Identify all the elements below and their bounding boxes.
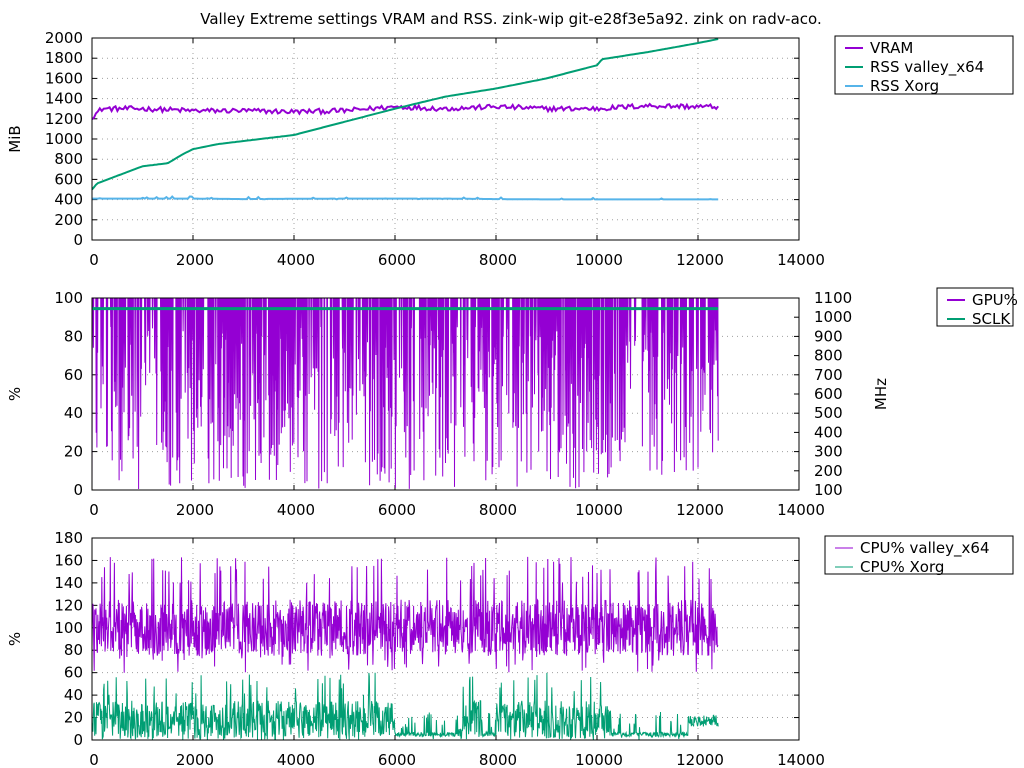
legend-label: GPU% <box>972 291 1018 309</box>
y-tick-label: 180 <box>54 529 83 547</box>
plot-area <box>92 298 719 490</box>
y2-tick-label: 300 <box>814 443 843 461</box>
x-tick-label: 2000 <box>176 251 214 269</box>
x-tick-label: 2000 <box>176 751 214 768</box>
plot-frame <box>91 37 800 241</box>
y-tick-label: 2000 <box>45 29 83 47</box>
y-tick-label: 20 <box>64 443 83 461</box>
y2-tick-label: 600 <box>814 385 843 403</box>
x-tick-label: 14000 <box>777 501 825 519</box>
legend-label: RSS valley_x64 <box>870 58 984 77</box>
chart-panel-3: 0 2000 4000 6000 8000 10000 12000 14000 0 20 40 60 8… <box>6 529 1014 768</box>
y-tick-label: 800 <box>54 150 83 168</box>
chart-title: Valley Extreme settings VRAM and RSS. zi… <box>200 10 821 28</box>
series-line-cpu-xorg <box>92 672 719 740</box>
y2-tick-label: 1100 <box>814 289 852 307</box>
y-tick-label: 1000 <box>45 130 83 148</box>
series-line-rss-xorg <box>92 195 719 201</box>
y-tick-label: 100 <box>54 619 83 637</box>
plot-frame <box>91 297 800 491</box>
y2-tick-label: 500 <box>814 404 843 422</box>
y-tick-label: 1400 <box>45 90 83 108</box>
plot-frame <box>91 537 800 741</box>
x-tick-label: 8000 <box>479 751 517 768</box>
y2-axis-label: MHz <box>872 378 890 410</box>
y2-tick-label: 800 <box>814 347 843 365</box>
y-tick-label: 40 <box>64 686 83 704</box>
x-tick-label: 0 <box>89 251 99 269</box>
legend-box <box>834 35 1014 95</box>
y2-tick-label: 900 <box>814 327 843 345</box>
x-tick-label: 4000 <box>277 251 315 269</box>
x-tick-label: 2000 <box>176 501 214 519</box>
y-tick-label: 400 <box>54 191 83 209</box>
legend-label: VRAM <box>870 39 913 57</box>
chart-panel-1: 0 2000 4000 6000 8000 10000 12000 14000 0 200 400 6… <box>6 29 1014 269</box>
y-tick-label: 40 <box>64 404 83 422</box>
y2-tick-label: 400 <box>814 423 843 441</box>
y-tick-label: 80 <box>64 327 83 345</box>
chart-panel-2: 0 2000 4000 6000 8000 10000 12000 14000 0 20 40 60 8… <box>6 287 1018 519</box>
y-tick-label: 200 <box>54 211 83 229</box>
x-tick-label: 0 <box>89 501 99 519</box>
y2-tick-label: 100 <box>814 481 843 499</box>
y-tick-label: 1600 <box>45 69 83 87</box>
legend-label: RSS Xorg <box>870 77 939 95</box>
y-axis-label: MiB <box>6 125 24 152</box>
legend-label: CPU% valley_x64 <box>860 539 990 558</box>
y-tick-label: 0 <box>73 731 83 749</box>
legend-box <box>936 287 1014 327</box>
y-tick-label: 100 <box>54 289 83 307</box>
x-tick-label: 10000 <box>575 251 623 269</box>
y-tick-label: 60 <box>64 366 83 384</box>
legend-label: CPU% Xorg <box>860 558 944 576</box>
y-tick-label: 0 <box>73 481 83 499</box>
legend-box <box>824 535 1014 575</box>
x-tick-label: 10000 <box>575 751 623 768</box>
y2-tick-label: 1000 <box>814 308 852 326</box>
y-axis-label: % <box>6 632 24 646</box>
y-tick-label: 600 <box>54 170 83 188</box>
x-tick-label: 12000 <box>676 251 724 269</box>
legend-label: SCLK <box>972 310 1011 328</box>
x-tick-label: 10000 <box>575 501 623 519</box>
y2-tick-label: 200 <box>814 462 843 480</box>
y-axis-label: % <box>6 387 24 401</box>
y-tick-label: 0 <box>73 231 83 249</box>
x-tick-label: 14000 <box>777 751 825 768</box>
x-tick-label: 4000 <box>277 751 315 768</box>
legend: GPU%SCLK <box>936 287 1018 328</box>
plot-area <box>92 38 719 201</box>
x-tick-label: 6000 <box>378 751 416 768</box>
x-tick-label: 6000 <box>378 501 416 519</box>
y-tick-label: 60 <box>64 664 83 682</box>
y-tick-label: 1800 <box>45 49 83 67</box>
y-tick-label: 80 <box>64 641 83 659</box>
series-line-rss-valley-x64 <box>92 38 719 191</box>
y-tick-label: 120 <box>54 596 83 614</box>
y2-tick-label: 700 <box>814 366 843 384</box>
x-tick-label: 6000 <box>378 251 416 269</box>
y-tick-label: 20 <box>64 709 83 727</box>
series-line-vram <box>92 102 719 120</box>
plot-area <box>92 556 719 740</box>
y-tick-label: 140 <box>54 574 83 592</box>
x-tick-label: 12000 <box>676 501 724 519</box>
x-tick-label: 12000 <box>676 751 724 768</box>
x-tick-label: 4000 <box>277 501 315 519</box>
y-tick-label: 1200 <box>45 110 83 128</box>
x-tick-label: 8000 <box>479 251 517 269</box>
y-tick-label: 160 <box>54 551 83 569</box>
x-tick-label: 14000 <box>777 251 825 269</box>
x-tick-label: 8000 <box>479 501 517 519</box>
x-tick-label: 0 <box>89 751 99 768</box>
series-line-gpu <box>92 298 719 490</box>
series-line-cpu-valley-x64 <box>92 556 719 673</box>
